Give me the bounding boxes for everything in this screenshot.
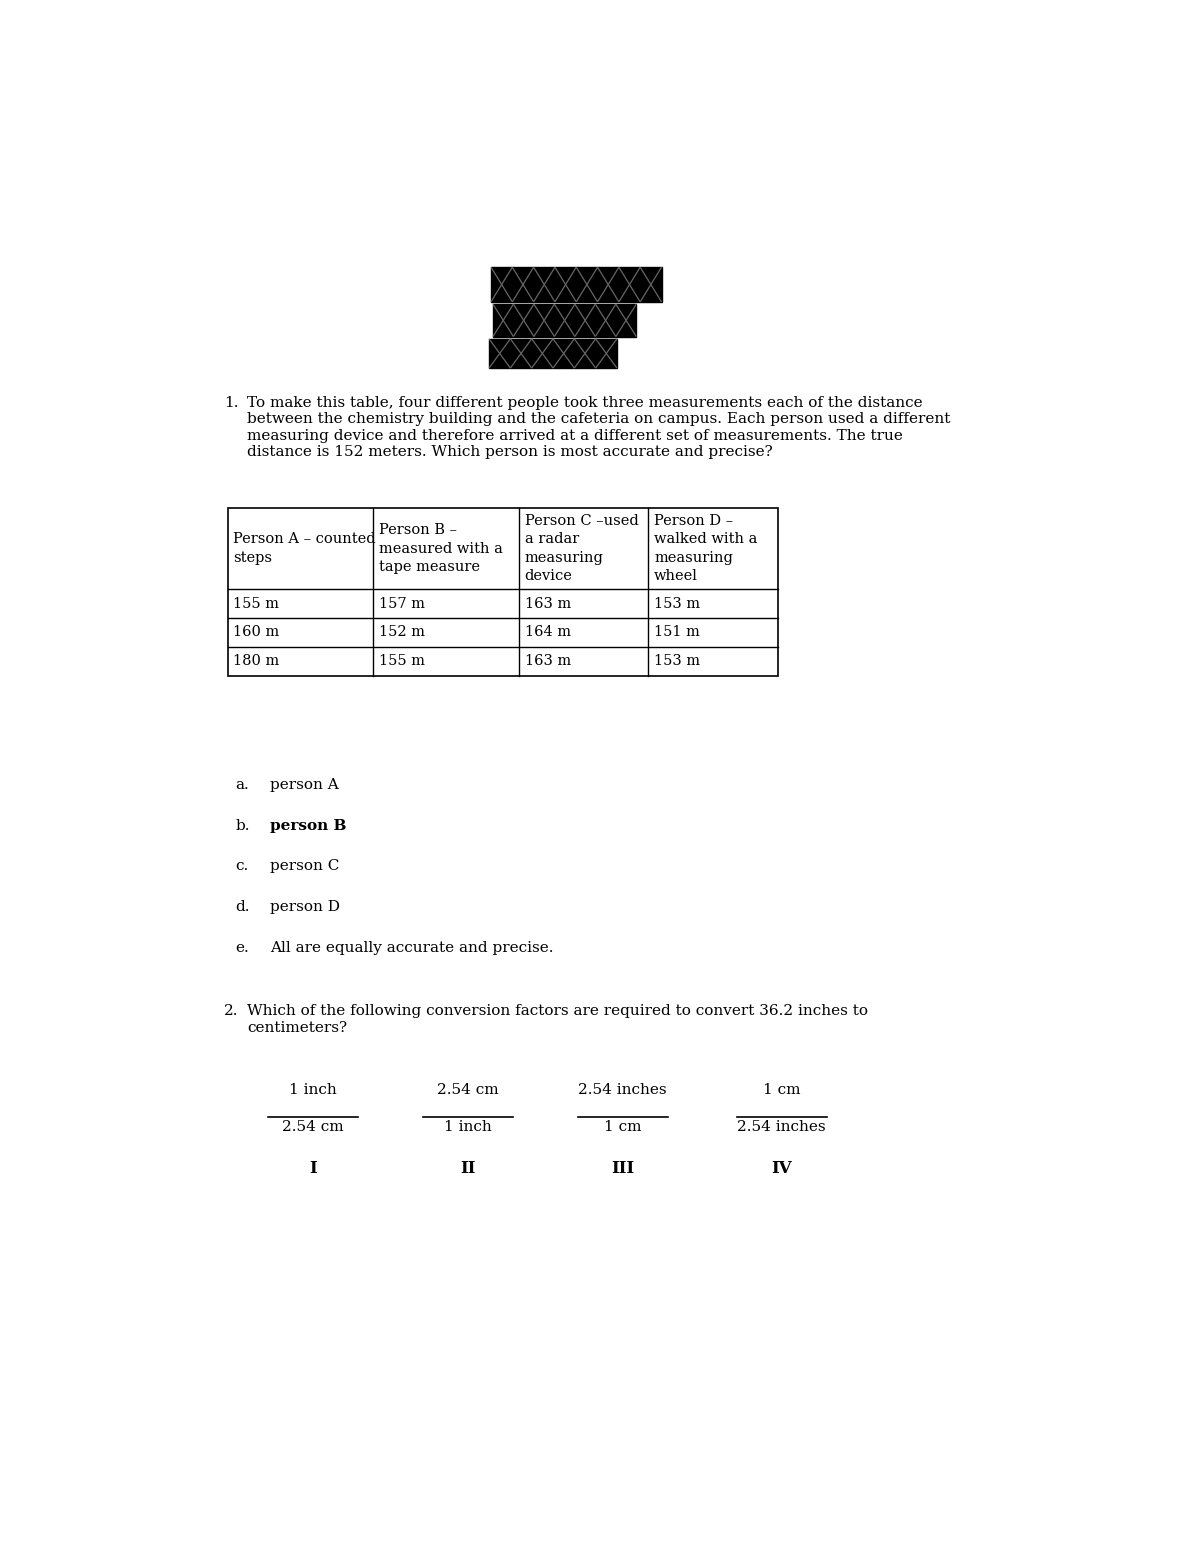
Text: Person A – counted
steps: Person A – counted steps bbox=[233, 533, 376, 565]
Text: 2.54 cm: 2.54 cm bbox=[437, 1082, 498, 1096]
Text: measuring device and therefore arrived at a different set of measurements. The t: measuring device and therefore arrived a… bbox=[247, 429, 902, 443]
Bar bbox=[228, 508, 778, 676]
Text: 1.: 1. bbox=[223, 396, 238, 410]
Text: 163 m: 163 m bbox=[524, 596, 571, 610]
Text: 155 m: 155 m bbox=[233, 596, 280, 610]
Text: c.: c. bbox=[235, 859, 248, 873]
Text: IV: IV bbox=[772, 1160, 792, 1177]
Text: 2.54 inches: 2.54 inches bbox=[578, 1082, 667, 1096]
Text: between the chemistry building and the cafeteria on campus. Each person used a d: between the chemistry building and the c… bbox=[247, 413, 950, 427]
Text: a.: a. bbox=[235, 778, 250, 792]
Text: 152 m: 152 m bbox=[379, 626, 425, 640]
Text: b.: b. bbox=[235, 818, 250, 832]
Text: 1 inch: 1 inch bbox=[289, 1082, 337, 1096]
Bar bbox=[493, 304, 636, 337]
Text: 2.54 cm: 2.54 cm bbox=[282, 1120, 343, 1134]
Text: centimeters?: centimeters? bbox=[247, 1020, 347, 1034]
Text: d.: d. bbox=[235, 901, 250, 915]
Text: 155 m: 155 m bbox=[379, 654, 425, 668]
Text: Person B –
measured with a
tape measure: Person B – measured with a tape measure bbox=[379, 523, 503, 575]
Text: person D: person D bbox=[270, 901, 340, 915]
Text: person A: person A bbox=[270, 778, 338, 792]
Text: All are equally accurate and precise.: All are equally accurate and precise. bbox=[270, 941, 553, 955]
Text: 160 m: 160 m bbox=[233, 626, 280, 640]
Text: 1 inch: 1 inch bbox=[444, 1120, 492, 1134]
Text: 164 m: 164 m bbox=[524, 626, 571, 640]
Text: Which of the following conversion factors are required to convert 36.2 inches to: Which of the following conversion factor… bbox=[247, 1005, 868, 1019]
Text: III: III bbox=[611, 1160, 635, 1177]
Bar bbox=[490, 339, 617, 368]
Text: e.: e. bbox=[235, 941, 250, 955]
Text: 180 m: 180 m bbox=[233, 654, 280, 668]
Bar bbox=[491, 267, 661, 301]
Text: 163 m: 163 m bbox=[524, 654, 571, 668]
Text: 153 m: 153 m bbox=[654, 654, 700, 668]
Text: 153 m: 153 m bbox=[654, 596, 700, 610]
Text: person B: person B bbox=[270, 818, 347, 832]
Text: 2.: 2. bbox=[223, 1005, 238, 1019]
Text: person C: person C bbox=[270, 859, 340, 873]
Text: distance is 152 meters. Which person is most accurate and precise?: distance is 152 meters. Which person is … bbox=[247, 446, 773, 460]
Text: 1 cm: 1 cm bbox=[763, 1082, 800, 1096]
Text: I: I bbox=[308, 1160, 317, 1177]
Text: Person D –
walked with a
measuring
wheel: Person D – walked with a measuring wheel bbox=[654, 514, 757, 584]
Text: 157 m: 157 m bbox=[379, 596, 425, 610]
Text: 151 m: 151 m bbox=[654, 626, 700, 640]
Text: Person C –used
a radar
measuring
device: Person C –used a radar measuring device bbox=[524, 514, 638, 584]
Text: To make this table, four different people took three measurements each of the di: To make this table, four different peopl… bbox=[247, 396, 923, 410]
Text: II: II bbox=[460, 1160, 475, 1177]
Text: 2.54 inches: 2.54 inches bbox=[737, 1120, 826, 1134]
Text: 1 cm: 1 cm bbox=[604, 1120, 642, 1134]
